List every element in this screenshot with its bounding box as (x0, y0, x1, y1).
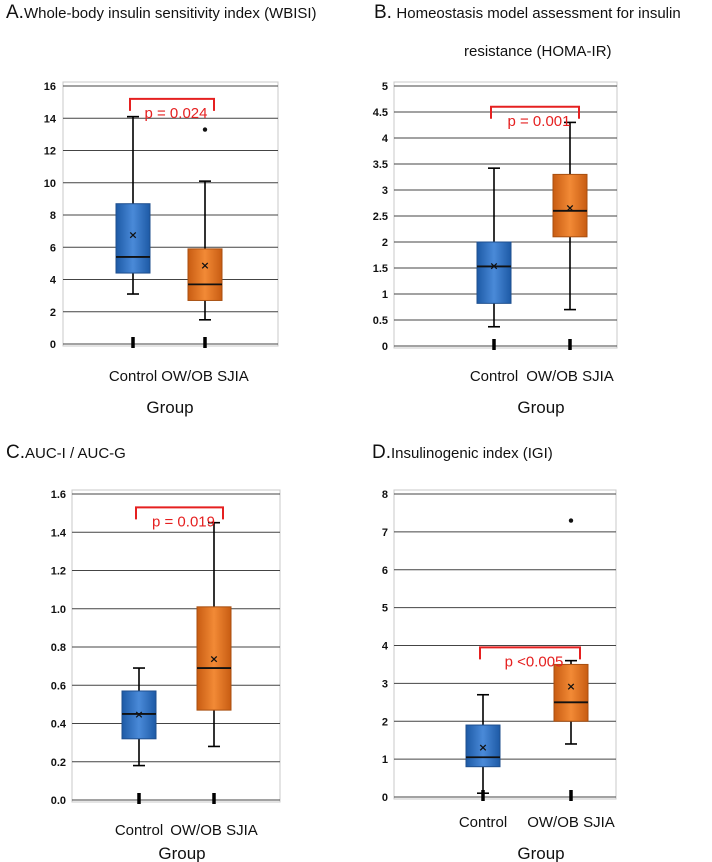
panel-d-y-tick-label: 4 (382, 641, 389, 653)
panel-a-control-mean-marker: × (128, 228, 137, 241)
panel-c-category-label: Control (115, 822, 163, 839)
panel-a-sjia-outlier (202, 127, 208, 132)
panel-c-y-tick-label: 1.0 (51, 604, 66, 616)
panel-a-y-tick-label: 0 (50, 339, 56, 351)
panel-d-y-tick-label: 3 (382, 678, 388, 690)
panel-b-y-tick-label: 4 (382, 133, 389, 145)
panel-c-category-label: OW/OB SJIA (170, 822, 258, 839)
panel-b-y-tick-label: 2 (382, 237, 388, 249)
panel-a-y-tick-label: 14 (44, 113, 57, 125)
panel-c-x-axis-label: Group (158, 844, 205, 862)
panel-d-control-box (465, 724, 501, 768)
panel-c-title: C.AUC-I / AUC-G (6, 442, 126, 464)
panel-d-sjia-mean-marker: × (566, 680, 575, 693)
panel-d-category-label: OW/OB SJIA (527, 814, 615, 831)
panel-b-y-tick-label: 1.5 (373, 263, 388, 275)
panel-c-p-value: p = 0.019 (152, 513, 215, 530)
panel-a-y-tick-label: 8 (50, 210, 56, 222)
panel-a-p-value: p = 0.024 (145, 105, 208, 122)
panel-d-title-text: Insulinogenic index (IGI) (391, 445, 553, 462)
panel-b-letter: B. (374, 2, 392, 23)
panel-a-y-tick-label: 12 (44, 146, 56, 158)
panel-d-plot-frame (393, 489, 617, 800)
panel-a-significance-bracket (129, 97, 215, 111)
panel-c-y-tick-label: 1.6 (51, 489, 66, 501)
panel-c-y-tick-label: 0.8 (51, 642, 66, 654)
panel-d-y-tick-label: 8 (382, 489, 388, 501)
panel-d-y-tick-label: 5 (382, 603, 388, 615)
panel-b-control-box (476, 241, 512, 304)
panel-c-control-mean-marker: × (134, 708, 143, 721)
panel-b-category-label: OW/OB SJIA (526, 368, 614, 385)
panel-b-y-tick-label: 3 (382, 185, 388, 197)
panel-c-sjia-box (196, 606, 232, 711)
panel-b-title: B. Homeostasis model assessment for insu… (374, 2, 681, 24)
panel-a-control-box (115, 203, 151, 274)
panel-c-title-text: AUC-I / AUC-G (25, 445, 126, 462)
panel-d-category-label: Control (459, 814, 507, 831)
panel-d-sjia-box (553, 663, 589, 722)
panel-d-x-axis-label: Group (517, 844, 564, 862)
panel-d-title: D.Insulinogenic index (IGI) (372, 442, 553, 464)
panel-b-x-axis-label: Group (517, 398, 564, 417)
panel-c-y-tick-label: 0.0 (51, 795, 66, 807)
panel-b-y-tick-label: 0 (382, 341, 388, 353)
panel-a-x-axis-label: Group (146, 398, 193, 417)
panel-c-letter: C. (6, 442, 25, 463)
panel-b-title-text: Homeostasis model assessment for insulin (396, 5, 681, 22)
panel-c-y-tick-label: 1.4 (51, 527, 67, 539)
panel-b-control-mean-marker: × (489, 259, 498, 272)
panel-b-y-tick-label: 3.5 (373, 159, 388, 171)
panel-d-y-tick-label: 2 (382, 716, 388, 728)
panel-c-significance-bracket (135, 506, 224, 520)
panel-a-title: A.Whole-body insulin sensitivity index (… (6, 2, 317, 24)
panel-b-plot-frame (393, 81, 618, 349)
panel-a-y-tick-label: 10 (44, 178, 56, 190)
panel-c-y-tick-label: 0.4 (51, 719, 67, 731)
panel-a-letter: A. (6, 2, 24, 23)
panel-a-y-tick-label: 6 (50, 242, 56, 254)
panel-a-y-tick-label: 2 (50, 307, 56, 319)
panel-b-y-tick-label: 0.5 (373, 315, 388, 327)
panel-a-plot-frame (62, 81, 279, 347)
panel-d-y-tick-label: 7 (382, 527, 388, 539)
panel-c-plot-frame (71, 489, 281, 803)
panel-d-p-value: p <0.005 (505, 653, 564, 670)
panel-b-y-tick-label: 2.5 (373, 211, 388, 223)
panel-d-sjia-outlier (568, 518, 574, 523)
panel-b-y-tick-label: 4.5 (373, 107, 388, 119)
panel-c-y-tick-label: 0.2 (51, 757, 66, 769)
panel-d-control-mean-marker: × (478, 741, 487, 754)
panel-c-y-tick-label: 0.6 (51, 680, 66, 692)
panel-b-sjia-box (552, 173, 588, 238)
panel-d-y-tick-label: 0 (382, 792, 388, 804)
panel-b-significance-bracket (490, 105, 580, 119)
panel-a-title-text: Whole-body insulin sensitivity index (WB… (23, 5, 317, 22)
panel-a-sjia-mean-marker: × (200, 259, 209, 272)
panel-d-y-tick-label: 1 (382, 754, 388, 766)
panel-a-y-tick-label: 4 (50, 275, 57, 287)
panel-b-y-tick-label: 1 (382, 289, 388, 301)
panel-a-category-label: Control (109, 368, 157, 385)
panel-a-category-label: OW/OB SJIA (161, 368, 249, 385)
panel-b-p-value: p = 0.001 (508, 113, 571, 130)
panel-d-y-tick-label: 6 (382, 565, 388, 577)
panel-b-sjia-mean-marker: × (565, 202, 574, 215)
panel-b-title-line2: resistance (HOMA-IR) (464, 43, 612, 60)
panel-d-letter: D. (372, 442, 391, 463)
panel-d-significance-bracket (479, 646, 581, 660)
panel-b-category-label: Control (470, 368, 518, 385)
panel-c-control-box (121, 690, 157, 740)
panel-c-sjia-mean-marker: × (209, 652, 218, 665)
panel-a-sjia-box (187, 248, 223, 301)
panel-c-y-tick-label: 1.2 (51, 566, 66, 578)
panel-a-y-tick-label: 16 (44, 81, 56, 93)
panel-b-y-tick-label: 5 (382, 81, 388, 93)
